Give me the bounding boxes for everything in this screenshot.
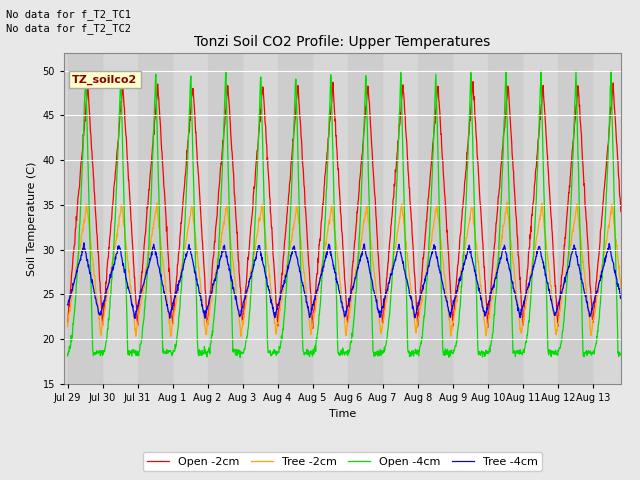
Open -2cm (480, 264, 488, 270)
Tree -2cm (624, 321, 632, 326)
Open -2cm (323, 160, 330, 166)
Open -2cm (617, 209, 625, 215)
Bar (278, 53, 312, 384)
Tree -2cm (151, 211, 159, 216)
Open -4cm (624, 348, 632, 353)
Line: Tree -2cm: Tree -2cm (67, 202, 628, 336)
Tree -4cm (80, 240, 88, 246)
Bar (523, 53, 558, 384)
Open -2cm (563, 225, 570, 230)
Tree -2cm (63, 324, 71, 330)
Open -2cm (63, 319, 71, 325)
Line: Open -4cm: Open -4cm (67, 71, 628, 358)
Bar (138, 53, 173, 384)
Open -4cm (63, 353, 71, 359)
Tree -4cm (334, 281, 342, 287)
Open -2cm (469, 79, 477, 84)
Bar (312, 53, 348, 384)
Tree -2cm (618, 286, 625, 292)
Open -4cm (151, 90, 159, 96)
Tree -4cm (63, 302, 71, 308)
Tree -4cm (323, 252, 331, 258)
Tree -4cm (152, 250, 159, 255)
Title: Tonzi Soil CO2 Profile: Upper Temperatures: Tonzi Soil CO2 Profile: Upper Temperatur… (195, 35, 490, 49)
Tree -4cm (563, 271, 570, 277)
Tree -2cm (323, 235, 330, 240)
Bar (593, 53, 628, 384)
Bar (558, 53, 593, 384)
Tree -2cm (480, 316, 488, 322)
Tree -2cm (237, 334, 244, 339)
Text: TZ_soilco2: TZ_soilco2 (72, 74, 138, 85)
Bar (488, 53, 523, 384)
X-axis label: Time: Time (329, 408, 356, 419)
Tree -4cm (618, 294, 625, 300)
Y-axis label: Soil Temperature (C): Soil Temperature (C) (27, 161, 37, 276)
Bar (207, 53, 243, 384)
Tree -2cm (333, 250, 341, 256)
Open -4cm (563, 291, 570, 297)
Open -2cm (151, 115, 159, 121)
Bar (383, 53, 418, 384)
Open -4cm (572, 68, 580, 74)
Open -4cm (236, 355, 244, 360)
Bar (173, 53, 207, 384)
Text: No data for f_T2_TC1: No data for f_T2_TC1 (6, 9, 131, 20)
Bar (243, 53, 278, 384)
Bar (102, 53, 138, 384)
Open -4cm (333, 328, 341, 334)
Tree -2cm (563, 267, 570, 273)
Text: No data for f_T2_TC2: No data for f_T2_TC2 (6, 23, 131, 34)
Bar (418, 53, 452, 384)
Open -4cm (323, 185, 330, 191)
Tree -4cm (624, 304, 632, 310)
Tree -2cm (503, 199, 511, 205)
Line: Tree -4cm: Tree -4cm (67, 243, 628, 318)
Line: Open -2cm: Open -2cm (67, 82, 628, 328)
Open -2cm (333, 146, 340, 152)
Legend: Open -2cm, Tree -2cm, Open -4cm, Tree -4cm: Open -2cm, Tree -2cm, Open -4cm, Tree -4… (143, 452, 542, 471)
Tree -4cm (131, 315, 139, 321)
Bar (452, 53, 488, 384)
Open -2cm (624, 325, 632, 331)
Open -4cm (480, 349, 488, 355)
Bar (67, 53, 102, 384)
Bar (348, 53, 383, 384)
Tree -4cm (481, 308, 488, 314)
Open -4cm (618, 352, 625, 358)
